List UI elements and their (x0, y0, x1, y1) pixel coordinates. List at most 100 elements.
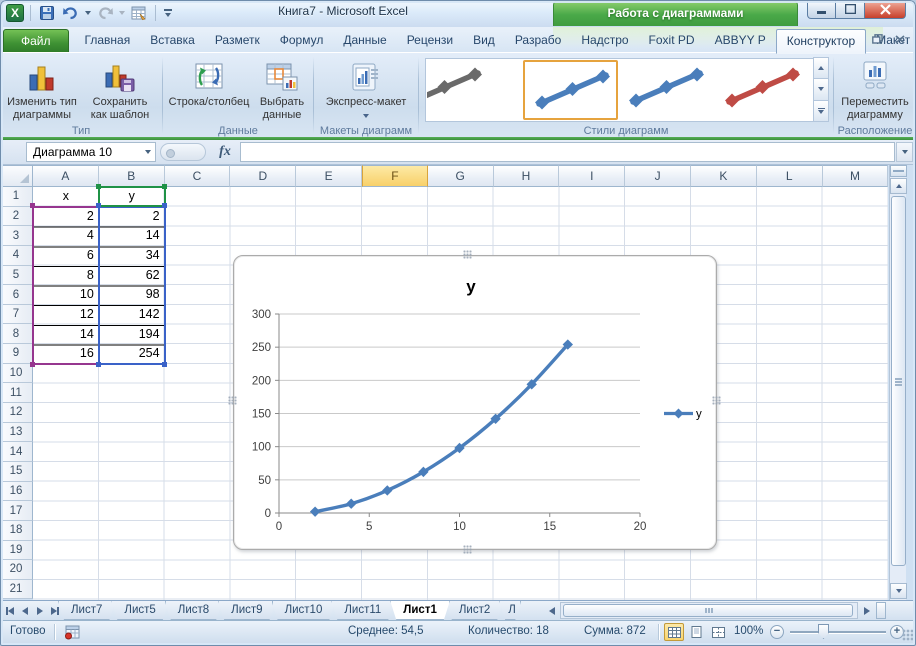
last-sheet-icon[interactable] (48, 603, 62, 618)
row-header-6[interactable]: 6 (0, 285, 33, 305)
switch-row-column-button[interactable]: Строка/столбец (165, 57, 253, 109)
tab-ABBYY P[interactable]: ABBYY P (714, 33, 766, 47)
tab-Вид[interactable]: Вид (473, 33, 495, 47)
vertical-scrollbar[interactable] (889, 165, 907, 600)
gallery-scroll-up-icon[interactable] (813, 57, 829, 80)
move-chart-button[interactable]: Переместить диаграмму (836, 57, 914, 122)
chart-style-red[interactable] (715, 60, 810, 120)
sheet-tab-Лист2[interactable]: Лист2 (446, 601, 503, 620)
gallery-scroll-down-icon[interactable] (813, 78, 829, 101)
row-header-1[interactable]: 1 (0, 187, 33, 207)
zoom-slider-track[interactable] (790, 631, 886, 633)
sheet-tab-Лист1[interactable]: Лист1 (390, 601, 450, 620)
row-header-17[interactable]: 17 (0, 501, 33, 521)
row-header-10[interactable]: 10 (0, 363, 33, 384)
sheet-tab-Лист5[interactable]: Лист5 (111, 601, 168, 620)
column-header-A[interactable]: A (33, 165, 99, 187)
row-header-19[interactable]: 19 (0, 540, 33, 561)
redo-dropdown-icon[interactable] (119, 11, 125, 15)
sheet-tab-truncated[interactable]: Л (499, 601, 521, 620)
sheet-tab-Лист11[interactable]: Лист11 (331, 601, 394, 620)
sheet-tab-Лист9[interactable]: Лист9 (218, 601, 275, 620)
column-header-E[interactable]: E (296, 165, 362, 187)
row-header-4[interactable]: 4 (0, 245, 33, 266)
row-header-3[interactable]: 3 (0, 226, 33, 246)
column-header-H[interactable]: H (493, 165, 560, 187)
tab-Рецензи[interactable]: Рецензи (406, 33, 454, 47)
chart-svg[interactable]: 0 50 100 150 200 250 300 0 5 10 15 20 y y (234, 256, 716, 549)
first-sheet-icon[interactable] (3, 603, 17, 618)
horizontal-scrollbar[interactable] (560, 602, 858, 619)
gallery-expand-icon[interactable] (813, 99, 829, 122)
name-box[interactable]: Диаграмма 10 (26, 142, 156, 162)
hscroll-right-icon[interactable] (860, 603, 874, 618)
macro-record-icon[interactable] (62, 623, 82, 641)
page-break-view-icon[interactable] (708, 623, 728, 641)
row-header-5[interactable]: 5 (0, 265, 33, 286)
tab-Вставка[interactable]: Вставка (150, 33, 195, 47)
vertical-scroll-thumb[interactable] (891, 196, 906, 566)
next-sheet-icon[interactable] (33, 603, 47, 618)
horizontal-split-handle[interactable] (876, 602, 886, 619)
chart-grip[interactable] (463, 250, 472, 259)
vertical-split-handle[interactable] (890, 165, 907, 177)
tab-Файл[interactable]: Файл (3, 29, 69, 52)
scroll-down-icon[interactable] (890, 583, 907, 599)
tab-Конструктор[interactable]: Конструктор (775, 29, 867, 54)
chart-object[interactable]: 0 50 100 150 200 250 300 0 5 10 15 20 y y (233, 255, 717, 550)
tab-Главная[interactable]: Главная (84, 33, 131, 47)
workbook-restore-icon[interactable] (869, 32, 885, 46)
row-header-9[interactable]: 9 (0, 344, 33, 364)
excel-logo-icon[interactable]: X (6, 4, 24, 22)
formula-bar-expand-icon[interactable] (896, 142, 913, 162)
row-header-7[interactable]: 7 (0, 304, 33, 325)
chart-title[interactable]: y (466, 277, 476, 296)
undo-dropdown-icon[interactable] (85, 11, 91, 15)
tab-Разрабо[interactable]: Разрабо (514, 33, 562, 47)
chart-style-blue-2[interactable] (619, 60, 714, 120)
redo-icon[interactable] (95, 3, 115, 23)
name-box-dropdown-icon[interactable] (140, 143, 155, 161)
column-header-B[interactable]: B (98, 165, 165, 187)
row-header-13[interactable]: 13 (0, 422, 33, 443)
chart-grip[interactable] (228, 396, 237, 405)
row-header-11[interactable]: 11 (0, 383, 33, 404)
previous-sheet-icon[interactable] (18, 603, 32, 618)
column-header-D[interactable]: D (230, 165, 297, 187)
chart-grip[interactable] (712, 396, 721, 405)
close-button[interactable] (864, 0, 906, 19)
tab-Foxit PD[interactable]: Foxit PD (648, 33, 695, 47)
column-header-M[interactable]: M (822, 165, 889, 187)
sheet-tab-Лист8[interactable]: Лист8 (165, 601, 222, 620)
row-header-2[interactable]: 2 (0, 206, 33, 227)
chart-style-dark[interactable] (427, 60, 522, 120)
undo-icon[interactable] (61, 3, 81, 23)
column-header-L[interactable]: L (756, 165, 823, 187)
minimize-button[interactable] (807, 0, 836, 19)
customize-qat-icon[interactable] (162, 3, 174, 23)
sheet-tab-Лист7[interactable]: Лист7 (58, 601, 115, 620)
sheet-tab-Лист10[interactable]: Лист10 (272, 601, 336, 620)
page-layout-view-icon[interactable] (686, 623, 706, 641)
horizontal-scroll-thumb[interactable] (563, 604, 853, 617)
change-chart-type-button[interactable]: Изменить тип диаграммы (3, 57, 81, 122)
name-box-gripper[interactable] (160, 143, 206, 161)
formula-input[interactable] (240, 142, 895, 162)
maximize-button[interactable] (836, 0, 864, 19)
row-header-21[interactable]: 21 (0, 579, 33, 600)
row-header-18[interactable]: 18 (0, 520, 33, 541)
datasheet-icon[interactable] (129, 3, 149, 23)
workbook-close-icon[interactable] (892, 32, 908, 46)
insert-function-button[interactable]: fx (219, 144, 231, 159)
row-header-8[interactable]: 8 (0, 324, 33, 345)
tab-Формул[interactable]: Формул (279, 33, 324, 47)
chart-style-blue[interactable] (523, 60, 618, 120)
zoom-slider-thumb[interactable] (818, 624, 829, 639)
row-header-16[interactable]: 16 (0, 481, 33, 502)
row-header-14[interactable]: 14 (0, 442, 33, 462)
normal-view-icon[interactable] (664, 623, 684, 641)
select-data-button[interactable]: Выбрать данные (253, 57, 311, 122)
column-header-J[interactable]: J (625, 165, 691, 187)
scroll-up-icon[interactable] (890, 178, 907, 194)
row-header-15[interactable]: 15 (0, 461, 33, 482)
